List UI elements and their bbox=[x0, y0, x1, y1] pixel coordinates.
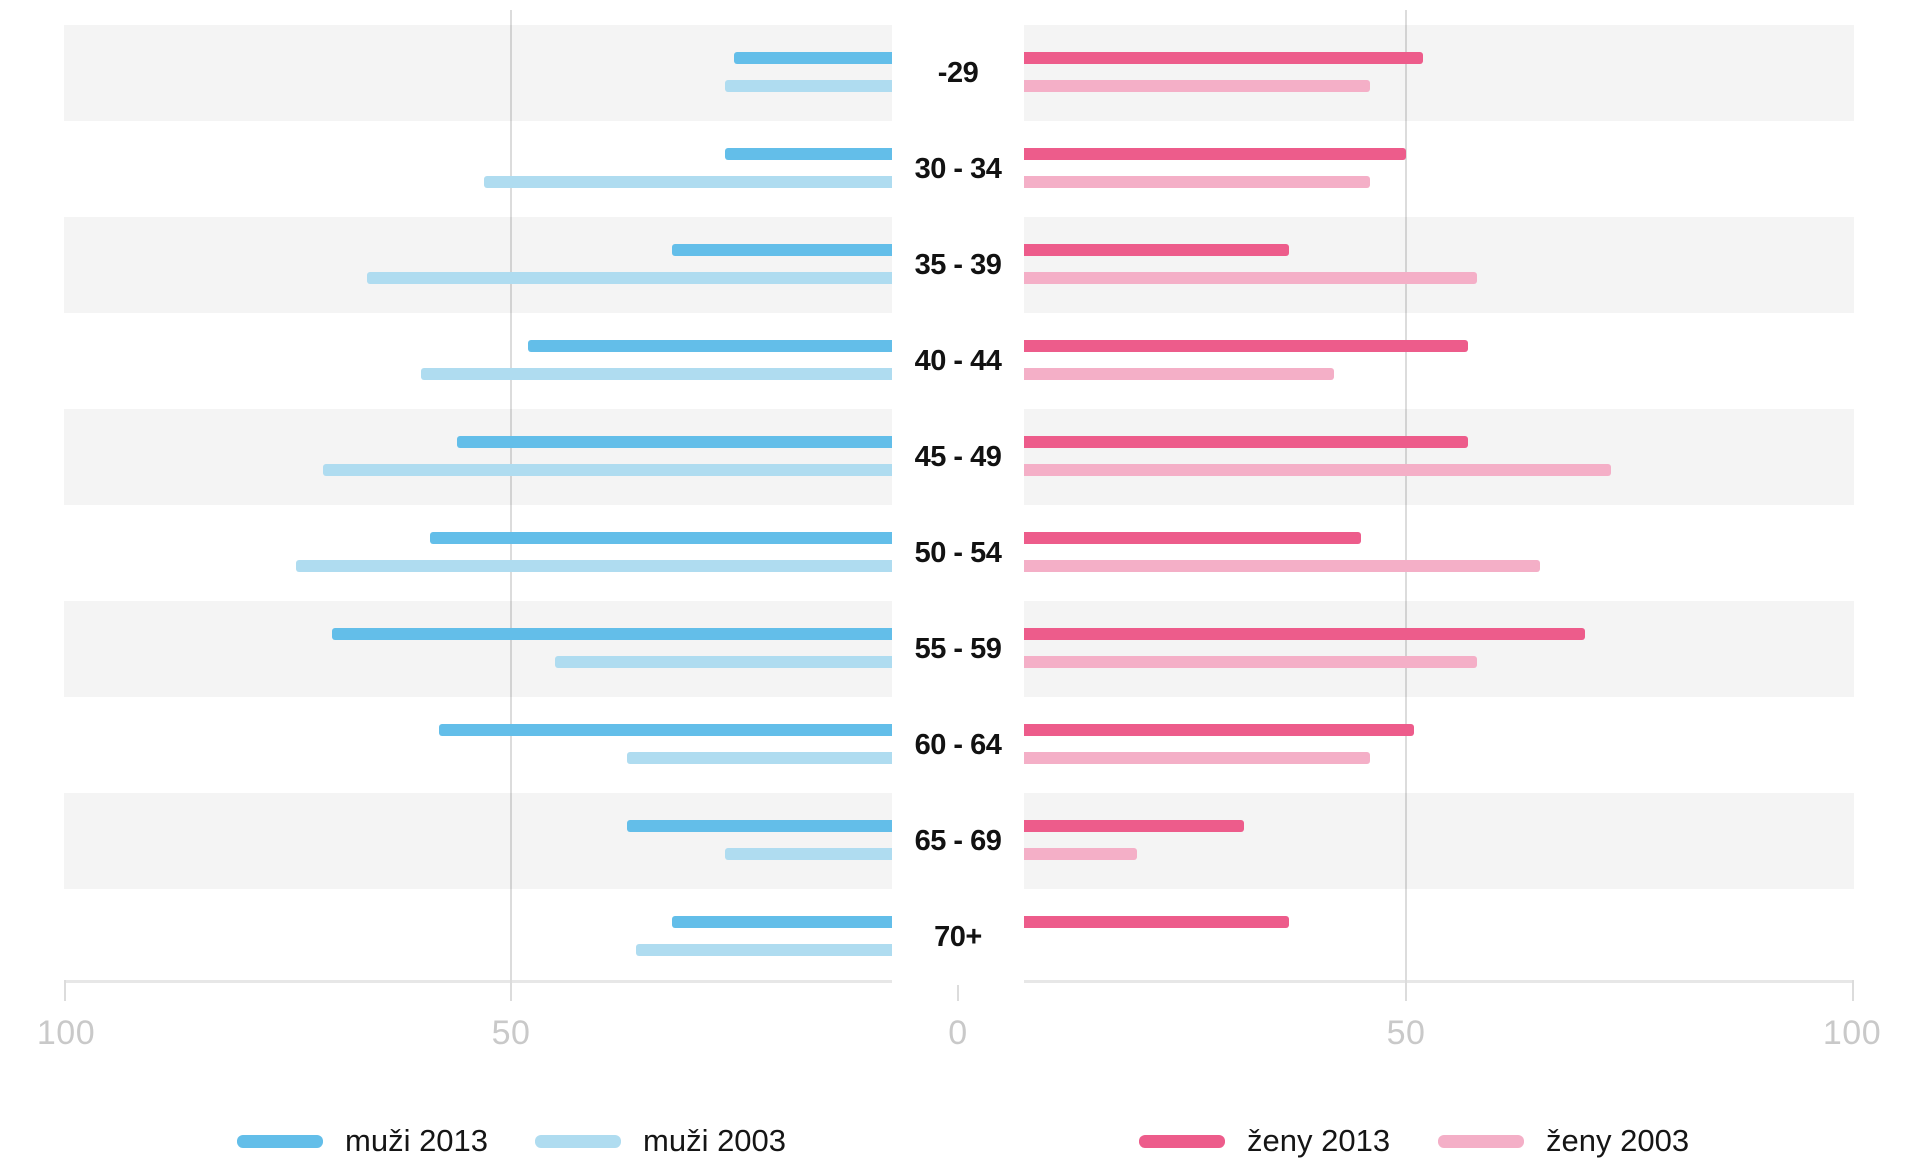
bar-zeny-2003-row-3[interactable] bbox=[958, 272, 1478, 284]
legend-label-zeny-2003: ženy 2003 bbox=[1546, 1123, 1690, 1158]
bar-zeny-2013-row-10[interactable] bbox=[958, 916, 1290, 928]
age-label-box-3: 35 - 39 bbox=[892, 217, 1024, 313]
age-label: 55 - 59 bbox=[914, 632, 1002, 665]
age-label-box-8: 60 - 64 bbox=[892, 697, 1024, 793]
bar-muzi-2003-row-10[interactable] bbox=[635, 944, 958, 956]
age-label: 50 - 54 bbox=[914, 536, 1002, 569]
bar-muzi-2013-row-5[interactable] bbox=[456, 436, 958, 448]
bar-muzi-2003-row-7[interactable] bbox=[555, 656, 958, 668]
bar-zeny-2003-row-1[interactable] bbox=[958, 80, 1370, 92]
legend-label-muzi-2003: muži 2003 bbox=[643, 1123, 787, 1158]
bar-zeny-2013-row-6[interactable] bbox=[958, 532, 1361, 544]
bar-zeny-2013-row-3[interactable] bbox=[958, 244, 1290, 256]
gridline-right-50 bbox=[1405, 10, 1407, 983]
x-axis-tick-100-left bbox=[64, 980, 66, 1001]
age-label-box-5: 45 - 49 bbox=[892, 409, 1024, 505]
x-axis-tick-0 bbox=[957, 980, 959, 1001]
age-label: 35 - 39 bbox=[914, 248, 1002, 281]
legend-swatch-muzi-2013-icon bbox=[237, 1134, 323, 1148]
bar-zeny-2013-row-1[interactable] bbox=[958, 52, 1424, 64]
legend-item-zeny-2003[interactable]: ženy 2003 bbox=[1438, 1123, 1690, 1158]
x-axis-tick-100-right bbox=[1852, 980, 1854, 1001]
rows: -29 30 - 34 35 - 39 40 - 44 45 - 49 50 - 54 55… bbox=[64, 25, 1854, 985]
age-row-8: 60 - 64 bbox=[64, 697, 1854, 793]
x-axis-tick-50-right bbox=[1405, 980, 1407, 1001]
age-label-box-2: 30 - 34 bbox=[892, 121, 1024, 217]
age-label: 45 - 49 bbox=[914, 440, 1002, 473]
x-axis-tick-50-left bbox=[510, 980, 512, 1001]
age-row-1: -29 bbox=[64, 25, 1854, 121]
bar-zeny-2013-row-5[interactable] bbox=[958, 436, 1469, 448]
age-label: -29 bbox=[937, 56, 979, 89]
age-row-9: 65 - 69 bbox=[64, 793, 1854, 889]
age-row-4: 40 - 44 bbox=[64, 313, 1854, 409]
age-label: 30 - 34 bbox=[914, 152, 1002, 185]
legend-label-zeny-2013: ženy 2013 bbox=[1247, 1123, 1391, 1158]
age-label-box-7: 55 - 59 bbox=[892, 601, 1024, 697]
bar-muzi-2013-row-10[interactable] bbox=[671, 916, 958, 928]
age-label: 70+ bbox=[934, 920, 982, 953]
legend-item-muzi-2013[interactable]: muži 2013 bbox=[237, 1123, 489, 1158]
bar-zeny-2003-row-7[interactable] bbox=[958, 656, 1478, 668]
age-row-7: 55 - 59 bbox=[64, 601, 1854, 697]
age-label: 60 - 64 bbox=[914, 728, 1002, 761]
age-label-box-4: 40 - 44 bbox=[892, 313, 1024, 409]
age-label: 65 - 69 bbox=[914, 824, 1002, 857]
bar-muzi-2013-row-7[interactable] bbox=[331, 628, 958, 640]
bar-muzi-2013-row-6[interactable] bbox=[430, 532, 958, 544]
legend-label-muzi-2013: muži 2013 bbox=[345, 1123, 489, 1158]
age-row-5: 45 - 49 bbox=[64, 409, 1854, 505]
legend-item-zeny-2013[interactable]: ženy 2013 bbox=[1139, 1123, 1391, 1158]
bar-zeny-2003-row-4[interactable] bbox=[958, 368, 1334, 380]
age-label-box-10: 70+ bbox=[892, 889, 1024, 985]
bar-zeny-2013-row-8[interactable] bbox=[958, 724, 1415, 736]
bar-muzi-2003-row-5[interactable] bbox=[322, 464, 958, 476]
age-label-box-9: 65 - 69 bbox=[892, 793, 1024, 889]
gridline-left-50 bbox=[510, 10, 512, 983]
bar-muzi-2013-row-8[interactable] bbox=[438, 724, 958, 736]
age-row-2: 30 - 34 bbox=[64, 121, 1854, 217]
age-label-box-6: 50 - 54 bbox=[892, 505, 1024, 601]
legend-swatch-zeny-2013-icon bbox=[1139, 1134, 1225, 1148]
age-row-10: 70+ bbox=[64, 889, 1854, 985]
bar-zeny-2013-row-2[interactable] bbox=[958, 148, 1406, 160]
bar-muzi-2003-row-6[interactable] bbox=[295, 560, 958, 572]
age-row-6: 50 - 54 bbox=[64, 505, 1854, 601]
age-row-3: 35 - 39 bbox=[64, 217, 1854, 313]
bar-zeny-2003-row-6[interactable] bbox=[958, 560, 1540, 572]
bar-muzi-2003-row-4[interactable] bbox=[421, 368, 958, 380]
bar-muzi-2013-row-3[interactable] bbox=[671, 244, 958, 256]
bar-muzi-2013-row-9[interactable] bbox=[626, 820, 958, 832]
x-axis-label-50-right: 50 bbox=[1386, 1014, 1426, 1052]
bar-zeny-2003-row-5[interactable] bbox=[958, 464, 1612, 476]
age-label-box-1: -29 bbox=[892, 25, 1024, 121]
bar-muzi-2003-row-2[interactable] bbox=[483, 176, 958, 188]
bar-zeny-2013-row-4[interactable] bbox=[958, 340, 1469, 352]
bar-muzi-2003-row-3[interactable] bbox=[367, 272, 958, 284]
bar-zeny-2003-row-2[interactable] bbox=[958, 176, 1370, 188]
age-label: 40 - 44 bbox=[914, 344, 1002, 377]
legend-item-muzi-2003[interactable]: muži 2003 bbox=[535, 1123, 787, 1158]
bar-zeny-2003-row-8[interactable] bbox=[958, 752, 1370, 764]
bar-zeny-2013-row-9[interactable] bbox=[958, 820, 1245, 832]
legend-swatch-muzi-2003-icon bbox=[535, 1134, 621, 1148]
x-axis-label-100-left: 100 bbox=[36, 1014, 96, 1052]
x-axis-label-0: 0 bbox=[948, 1014, 968, 1052]
bar-zeny-2013-row-7[interactable] bbox=[958, 628, 1585, 640]
bar-muzi-2013-row-4[interactable] bbox=[528, 340, 958, 352]
x-axis-label-100-right: 100 bbox=[1822, 1014, 1882, 1052]
x-axis-label-50-left: 50 bbox=[491, 1014, 531, 1052]
legend-swatch-zeny-2003-icon bbox=[1438, 1134, 1524, 1148]
bar-muzi-2003-row-8[interactable] bbox=[626, 752, 958, 764]
